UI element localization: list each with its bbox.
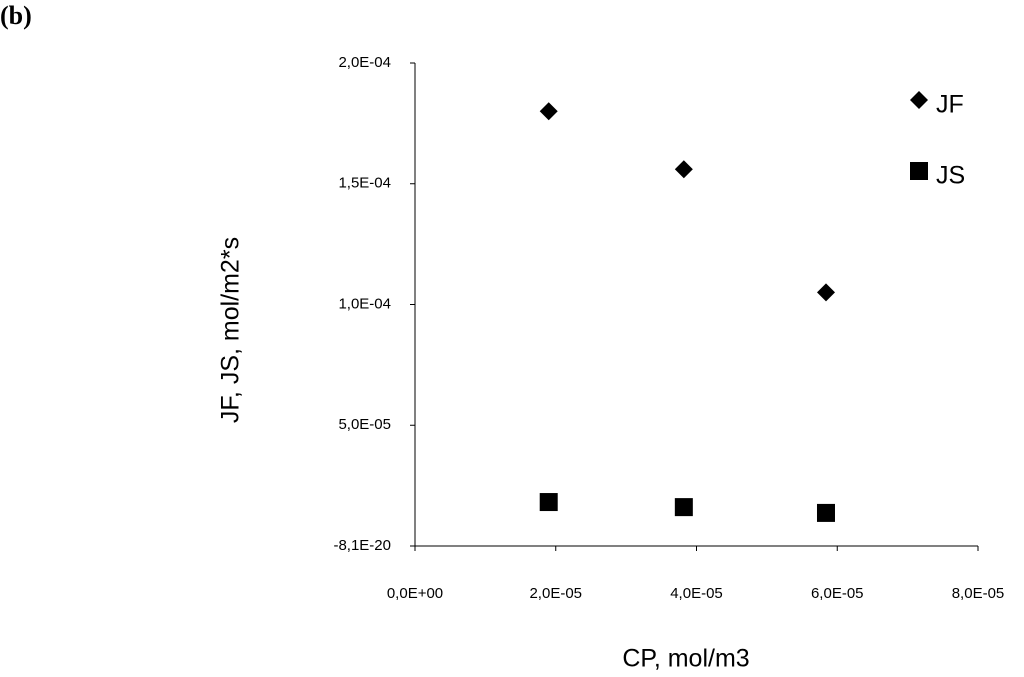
x-axis-title: CP, mol/m3 [622, 645, 749, 673]
point [816, 283, 835, 302]
point [816, 503, 835, 522]
x-tick-label: 4,0E-05 [670, 585, 723, 602]
x-tick-label: 8,0E-05 [952, 585, 1005, 602]
x-tick-label: 2,0E-05 [529, 585, 582, 602]
y-tick-label: 2,0E-04 [338, 54, 391, 71]
x-tick-label: 6,0E-05 [811, 585, 864, 602]
y-axis-title: JF, JS, mol/m2*s [217, 237, 245, 423]
legend-label: JF [936, 91, 964, 119]
point [674, 160, 693, 179]
point [539, 102, 558, 121]
x-tick-label: 0,0E+00 [387, 585, 443, 602]
y-tick-label: -8,1E-20 [333, 537, 391, 554]
y-tick-label: 1,5E-04 [338, 175, 391, 192]
point [539, 493, 558, 512]
point [674, 498, 693, 517]
legend-marker [910, 162, 928, 180]
y-tick-label: 1,0E-04 [338, 295, 391, 312]
legend-marker [910, 91, 928, 109]
legend-label: JS [936, 162, 965, 190]
y-tick-label: 5,0E-05 [338, 416, 391, 433]
panel-label: (b) [0, 1, 32, 30]
